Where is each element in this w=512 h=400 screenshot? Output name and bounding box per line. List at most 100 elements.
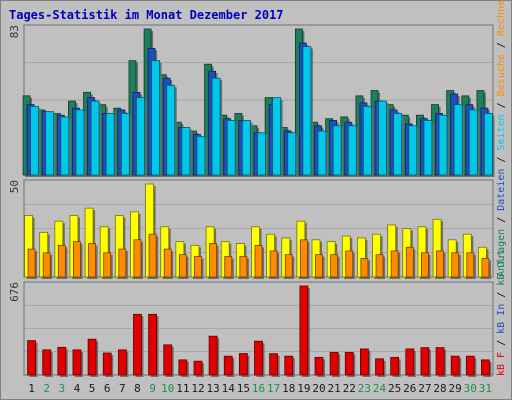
x-tick-label-day-25: 25 [388, 382, 401, 395]
x-tick-label-day-26: 26 [403, 382, 416, 395]
bar-seiten-day-3 [60, 116, 70, 176]
legend-top-item-1: / [496, 211, 507, 229]
bar-seiten-day-11 [181, 127, 191, 176]
bar-seiten-day-5 [90, 100, 100, 176]
legend-top: Anfragen / Dateien / Seiten / Besuche / … [496, 0, 507, 277]
bar-seiten-day-16 [257, 132, 266, 176]
panel-3-ymax-label: 676 [8, 282, 21, 302]
x-tick-label-day-12: 12 [191, 382, 204, 395]
bar-seiten-day-14 [226, 120, 236, 176]
legend-top-item-8: Rechner (IP-Adressen) [496, 0, 507, 36]
x-tick-label-day-9: 9 [149, 382, 156, 395]
bar-besuche-day-13 [209, 243, 218, 278]
bar-kbf-day-12 [193, 360, 203, 376]
bar-kbf-day-14 [223, 355, 233, 376]
bar-seiten-day-8 [136, 97, 145, 176]
bar-besuche-day-2 [42, 252, 51, 278]
chart-title: Tages-Statistik im Monat Dezember 2017 [9, 8, 284, 22]
bar-besuche-day-15 [239, 256, 248, 278]
legend-top-item-3: / [496, 151, 507, 169]
bar-seiten-day-26 [408, 125, 418, 176]
bar-besuche-day-28 [436, 250, 444, 278]
bar-kbf-day-5 [87, 338, 97, 376]
bar-seiten-day-4 [75, 109, 85, 176]
bar-kbf-day-4 [72, 349, 82, 376]
bar-kbf-day-13 [208, 335, 218, 376]
bar-seiten-day-30 [468, 109, 478, 176]
bar-kbf-day-29 [450, 355, 460, 376]
x-tick-label-day-22: 22 [343, 382, 356, 395]
bar-kbf-day-11 [178, 359, 188, 376]
bar-besuche-day-21 [330, 254, 339, 278]
bar-kbf-day-28 [435, 347, 445, 376]
x-tick-label-day-30: 30 [464, 382, 477, 395]
bar-seiten-day-27 [423, 120, 433, 176]
x-tick-label-day-14: 14 [222, 382, 236, 395]
bar-besuche-day-8 [133, 239, 142, 278]
bar-kbf-day-31 [481, 359, 490, 376]
bar-kbf-day-24 [375, 358, 384, 376]
bar-seiten-day-29 [453, 104, 463, 176]
bar-kbf-day-19 [299, 285, 309, 376]
bar-besuche-day-25 [390, 250, 399, 278]
bar-seiten-day-17 [272, 97, 282, 176]
bar-kbf-day-27 [420, 347, 430, 376]
x-tick-label-day-19: 19 [297, 382, 310, 395]
bar-seiten-day-21 [332, 125, 342, 176]
bar-kbf-day-18 [284, 355, 294, 376]
x-tick-label-day-29: 29 [449, 382, 462, 395]
x-tick-label-day-7: 7 [119, 382, 126, 395]
bar-kbf-day-22 [344, 351, 354, 376]
legend-bottom-item-4: kB Out [496, 250, 507, 286]
bar-kbf-day-6 [102, 352, 112, 376]
panel-1-ymax-label: 83 [8, 25, 21, 38]
bar-besuche-day-3 [57, 244, 66, 278]
legend-top-item-7: / [496, 36, 507, 54]
bar-besuche-day-9 [148, 233, 157, 278]
x-tick-label-day-2: 2 [43, 382, 50, 395]
x-tick-label-day-13: 13 [206, 382, 219, 395]
x-tick-label-day-11: 11 [176, 382, 189, 395]
bar-seiten-day-24 [378, 100, 387, 176]
x-tick-label-day-23: 23 [358, 382, 371, 395]
bar-seiten-day-6 [105, 113, 115, 176]
bar-seiten-day-19 [302, 46, 312, 176]
x-tick-label-day-31: 31 [479, 382, 492, 395]
bar-besuche-day-20 [315, 254, 323, 278]
x-tick-label-day-24: 24 [373, 382, 387, 395]
legend-top-item-6: Besuche [496, 54, 507, 96]
x-tick-label-day-21: 21 [328, 382, 341, 395]
x-tick-label-day-28: 28 [433, 382, 446, 395]
x-tick-label-day-15: 15 [237, 382, 250, 395]
bar-besuche-day-19 [299, 239, 308, 278]
bar-besuche-day-5 [88, 243, 96, 278]
legend-top-item-2: Dateien [496, 169, 507, 211]
bar-besuche-day-29 [451, 252, 460, 278]
bar-kbf-day-25 [390, 356, 400, 376]
x-tick-label-day-18: 18 [282, 382, 295, 395]
bar-besuche-day-12 [194, 256, 202, 278]
legend-bottom-item-3: / [496, 286, 507, 304]
x-tick-label-day-6: 6 [104, 382, 111, 395]
bar-besuche-day-22 [345, 250, 354, 278]
bar-kbf-day-1 [27, 340, 36, 376]
x-tick-label-day-17: 17 [267, 382, 280, 395]
bar-besuche-day-6 [103, 252, 112, 278]
bar-seiten-day-28 [438, 114, 448, 176]
bar-kbf-day-21 [329, 351, 339, 376]
bar-kbf-day-30 [465, 355, 475, 376]
bar-seiten-day-12 [196, 135, 206, 176]
bar-kbf-day-26 [405, 348, 415, 376]
bar-seiten-day-7 [120, 113, 130, 176]
bar-kbf-day-20 [314, 356, 324, 376]
x-tick-label-day-16: 16 [252, 382, 265, 395]
bar-kbf-day-3 [57, 346, 67, 376]
legend-bottom-item-0: kB F [496, 352, 507, 376]
bar-seiten-day-25 [393, 113, 403, 176]
bar-kbf-day-16 [254, 340, 263, 376]
bar-seiten-day-20 [317, 130, 327, 176]
x-tick-label-day-20: 20 [312, 382, 325, 395]
bar-besuche-day-18 [284, 254, 293, 278]
bar-besuche-day-31 [481, 257, 490, 278]
x-tick-label-day-1: 1 [28, 382, 35, 395]
